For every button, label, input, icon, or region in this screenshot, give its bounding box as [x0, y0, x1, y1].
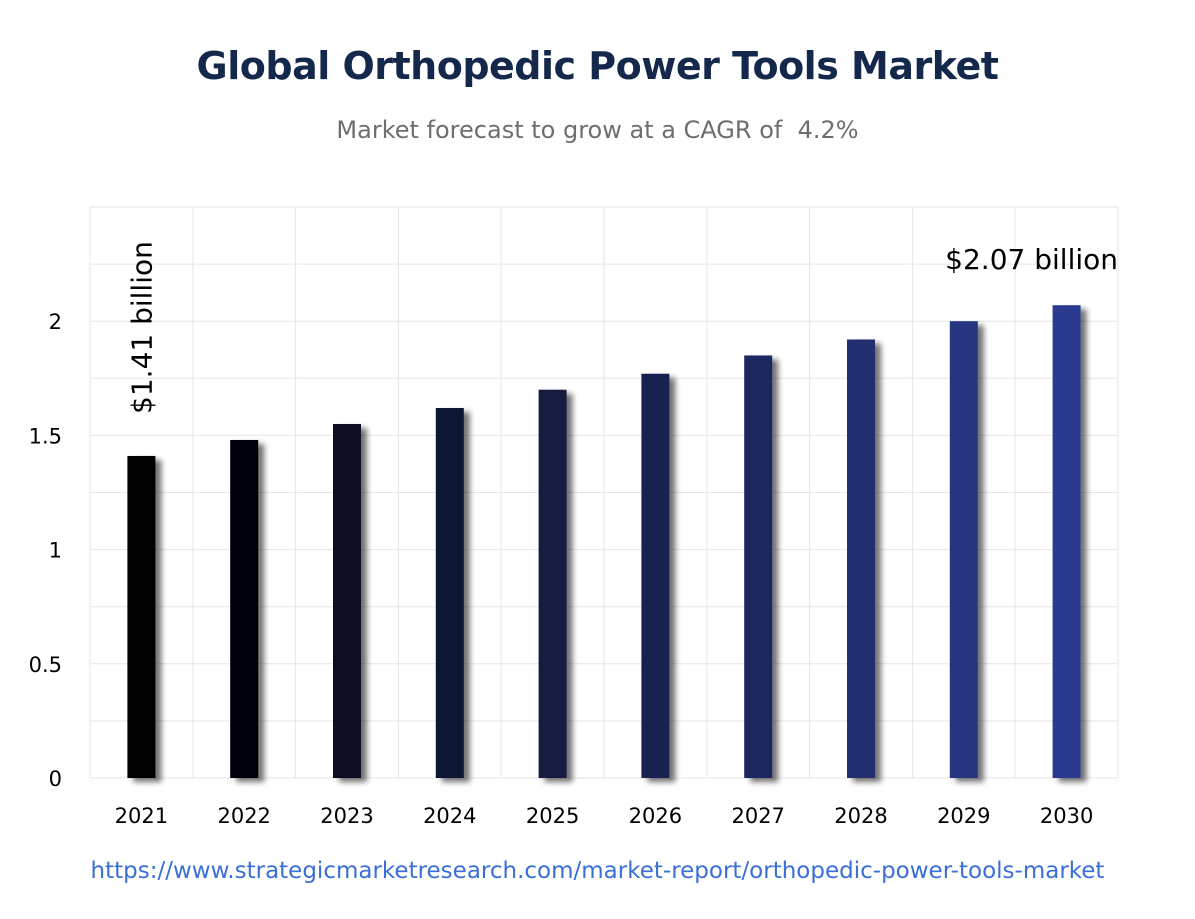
- y-tick-label: 0.5: [29, 653, 62, 677]
- y-tick-label: 0: [49, 767, 62, 791]
- source-url-link[interactable]: https://www.strategicmarketresearch.com/…: [90, 858, 1105, 884]
- x-tick-label: 2030: [1040, 804, 1093, 828]
- bar-2022: [230, 439, 259, 778]
- x-tick-label: 2022: [217, 804, 270, 828]
- start-value-annotation: $1.41 billion: [125, 241, 158, 414]
- y-tick-label: 1.5: [29, 424, 62, 448]
- y-tick-label: 2: [49, 310, 62, 334]
- bar-2024: [435, 407, 464, 778]
- x-tick-label: 2029: [937, 804, 990, 828]
- x-tick-label: 2025: [526, 804, 579, 828]
- bar-2029: [949, 321, 978, 778]
- y-tick-label: 1: [49, 539, 62, 563]
- end-value-annotation: $2.07 billion: [945, 243, 1118, 276]
- bars: [127, 305, 1081, 778]
- bar-2021: [127, 455, 156, 778]
- bar-2023: [333, 423, 361, 778]
- bar-2028: [847, 339, 875, 778]
- x-tick-label: 2023: [320, 804, 373, 828]
- x-tick-label: 2028: [834, 804, 887, 828]
- ticks: 0 0.5 1 1.5 2 2021 2022 2023 2024 2025 2026 2027 202…: [29, 310, 1094, 828]
- bar-2025: [538, 389, 567, 778]
- x-tick-label: 2024: [423, 804, 476, 828]
- grid: [89, 206, 1119, 779]
- chart-subtitle: Market forecast to grow at a CAGR of 4.2…: [336, 116, 859, 144]
- bar-2027: [744, 355, 773, 778]
- bar-2030: [1052, 305, 1081, 778]
- x-tick-label: 2026: [629, 804, 682, 828]
- annotations: $1.41 billion $2.07 billion: [125, 241, 1118, 414]
- bar-2026: [641, 373, 670, 778]
- x-tick-label: 2021: [115, 804, 168, 828]
- chart-title: Global Orthopedic Power Tools Market: [196, 44, 999, 88]
- x-tick-label: 2027: [731, 804, 784, 828]
